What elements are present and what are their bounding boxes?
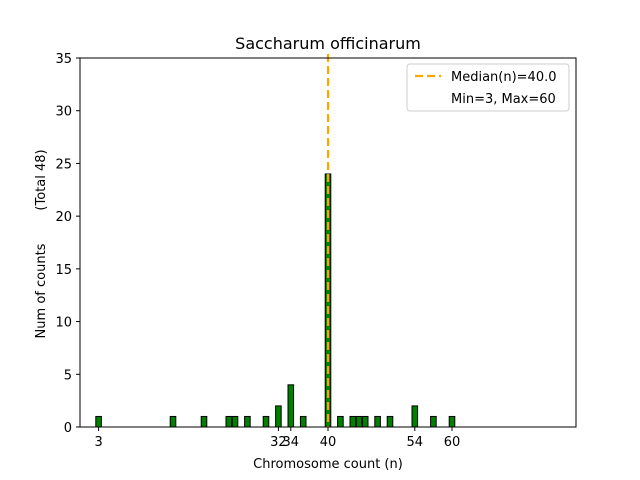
y-axis-label: Num of counts	[34, 243, 49, 338]
bar-n-45	[355, 415, 363, 428]
bar-n-50	[386, 415, 394, 428]
bar-n-20	[200, 415, 208, 428]
y-axis-total-label: (Total 48)	[34, 149, 49, 210]
x-tick-label: 3	[94, 435, 102, 450]
bar-n-48	[374, 415, 381, 428]
bar-n-34	[287, 384, 295, 428]
bar-n-60	[448, 415, 456, 428]
legend-range-label: Min=3, Max=60	[451, 92, 556, 107]
x-tick-label: 34	[283, 435, 300, 450]
x-tick-label: 54	[407, 435, 424, 450]
bar-n-36	[299, 415, 307, 428]
legend-median-label: Median(n)=40.0	[451, 70, 557, 85]
legend: Median(n)=40.0 Min=3, Max=60	[406, 63, 570, 112]
bar-n-54	[411, 405, 419, 428]
bar-n-30	[262, 415, 270, 428]
y-tick-label: 35	[55, 52, 72, 67]
legend-box	[406, 63, 570, 112]
y-tick-label: 20	[55, 210, 72, 225]
bar-n-42	[337, 415, 344, 428]
bar-n-15	[169, 415, 177, 428]
y-tick-label: 10	[55, 316, 72, 331]
bar-n-44	[349, 415, 357, 428]
bar-n-24	[225, 415, 233, 428]
y-tick-label: 5	[64, 368, 72, 383]
x-tick-label: 40	[320, 435, 337, 450]
x-tick-label: 32	[270, 435, 287, 450]
x-axis-label: Chromosome count (n)	[253, 457, 403, 472]
x-tick-label: 60	[444, 435, 461, 450]
y-tick-label: 25	[55, 157, 72, 172]
bar-n-3	[95, 415, 102, 428]
y-tick-label: 15	[55, 263, 72, 278]
y-ticks-group: 0 5 10 15 20 25 30 35	[55, 52, 80, 436]
bar-n-25	[231, 415, 239, 428]
chart-title: Saccharum officinarum	[235, 34, 421, 53]
bar-n-57	[430, 415, 437, 428]
bar-n-32	[275, 405, 282, 428]
bar-n-46	[361, 415, 369, 428]
y-tick-label: 0	[64, 421, 72, 436]
y-tick-label: 30	[55, 105, 72, 120]
bar-n-27	[244, 415, 251, 428]
